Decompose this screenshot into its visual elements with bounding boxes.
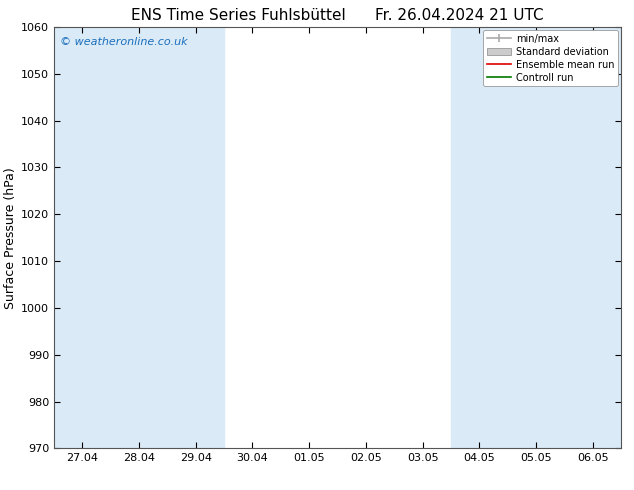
Bar: [54, 27, 224, 448]
Y-axis label: Surface Pressure (hPa): Surface Pressure (hPa): [4, 167, 16, 309]
Title: ENS Time Series Fuhlsbüttel      Fr. 26.04.2024 21 UTC: ENS Time Series Fuhlsbüttel Fr. 26.04.20…: [131, 8, 544, 23]
Bar: [451, 27, 621, 448]
Legend: min/max, Standard deviation, Ensemble mean run, Controll run: min/max, Standard deviation, Ensemble me…: [483, 30, 618, 86]
Text: © weatheronline.co.uk: © weatheronline.co.uk: [60, 38, 187, 48]
